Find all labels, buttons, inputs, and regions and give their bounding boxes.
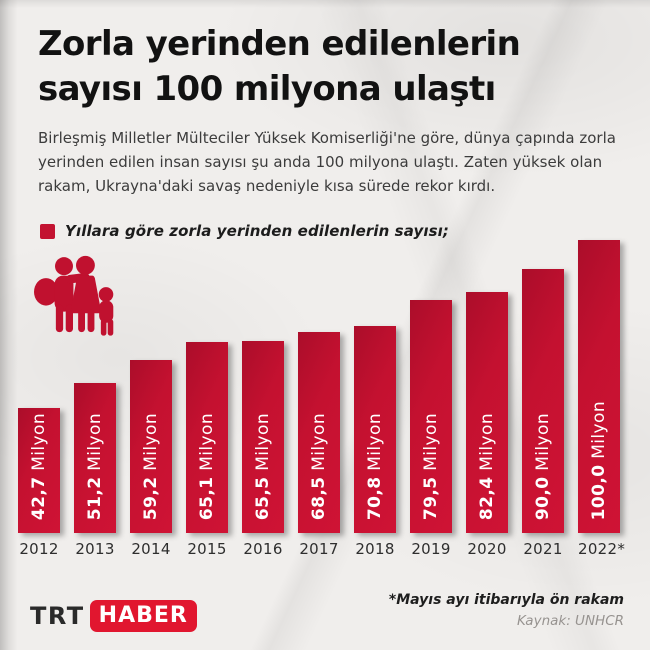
bar-value-label: 82,4 Milyon [477,412,497,520]
x-tick-2018: 2018 [355,540,395,558]
bar-value-label: 65,5 Milyon [253,412,273,520]
bar-value-label: 51,2 Milyon [85,412,105,520]
x-tick-2021: 2021 [523,540,563,558]
bar-value-label: 68,5 Milyon [309,412,329,520]
bar-2017: 68,5 Milyon [298,332,340,533]
bar-value-label: 90,0 Milyon [533,412,553,520]
x-tick-2022*: 2022* [578,540,626,558]
bar-2020: 82,4 Milyon [466,292,508,533]
bar-value-label: 79,5 Milyon [421,412,441,520]
footnote-source: Kaynak: UNHCR [516,613,624,629]
logo-haber-badge: HABER [89,600,197,632]
bar-2013: 51,2 Milyon [74,383,116,533]
intro-paragraph: Birleşmiş Milletler Mülteciler Yüksek Ko… [38,129,616,195]
page-title-line2: sayısı 100 milyona ulaştı [38,68,496,109]
page-title: Zorla yerinden edilenlerin sayısı 100 mi… [38,22,521,112]
bar-value-label: 42,7 Milyon [29,412,49,520]
bar-2019: 79,5 Milyon [410,300,452,533]
bar-2022*: 100,0 Milyon [578,240,620,533]
bar-2021: 90,0 Milyon [522,269,564,533]
bar-value-label: 70,8 Milyon [365,412,385,520]
refugee-family-icon [34,255,114,336]
x-tick-2015: 2015 [187,540,227,558]
bar-2018: 70,8 Milyon [354,326,396,533]
bar-2016: 65,5 Milyon [242,341,284,533]
bar-2012: 42,7 Milyon [18,408,60,533]
legend-swatch [40,223,55,239]
chart-legend: Yıllara göre zorla yerinden edilenlerin … [40,222,449,240]
paper-edge-shadow [0,0,18,650]
x-axis: 2012 2013 2014 2015 2016 2017 2018 2019 2020 2021… [18,540,626,558]
x-tick-2013: 2013 [75,540,115,558]
bar-2015: 65,1 Milyon [186,342,228,533]
paper-top-shadow [0,0,650,8]
bar-value-label: 65,1 Milyon [197,412,217,520]
page-title-line1: Zorla yerinden edilenlerin [38,24,521,64]
x-tick-2014: 2014 [131,540,171,558]
trt-haber-logo: TRT HABER [30,600,197,632]
bar-value-label: 100,0 Milyon [589,400,609,520]
x-tick-2020: 2020 [467,540,507,558]
x-tick-2017: 2017 [299,540,339,558]
bar-chart: 42,7 Milyon 51,2 Milyon 59,2 Milyon 65,1 Mi… [18,238,620,533]
x-tick-2016: 2016 [243,540,283,558]
footnote-note: *Mayıs ayı itibarıyla ön rakam [388,592,624,608]
bar-2014: 59,2 Milyon [130,360,172,533]
footnote: *Mayıs ayı itibarıyla ön rakam Kaynak: U… [389,592,624,629]
legend-label: Yıllara göre zorla yerinden edilenlerin … [65,222,449,240]
bar-value-label: 59,2 Milyon [141,412,161,520]
x-tick-2019: 2019 [411,540,451,558]
x-tick-2012: 2012 [19,540,59,558]
logo-trt-text: TRT [30,602,85,630]
